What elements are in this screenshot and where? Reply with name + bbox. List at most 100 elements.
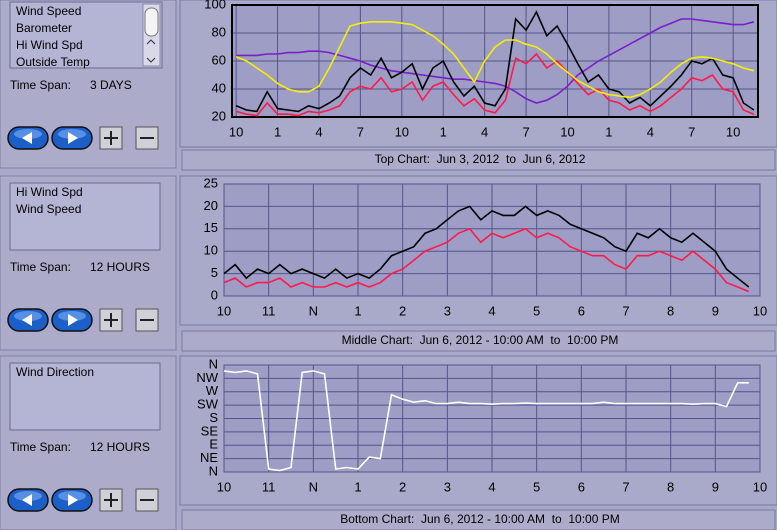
series-line bbox=[235, 10, 755, 113]
x-tick-label: 10 bbox=[726, 124, 740, 139]
list-box[interactable] bbox=[9, 182, 161, 251]
list-item[interactable]: Wind Direction bbox=[16, 365, 94, 379]
x-tick-label: 7 bbox=[622, 303, 629, 318]
nav-button-back[interactable] bbox=[7, 126, 49, 150]
y-tick-label: 0 bbox=[211, 287, 218, 302]
chart-caption: Bottom Chart: Jun 6, 2012 - 10:00 AM to … bbox=[340, 512, 620, 526]
x-tick-label: 4 bbox=[647, 124, 654, 139]
series-line bbox=[235, 20, 755, 99]
time-span-label: Time Span: bbox=[10, 78, 71, 92]
caption-bar bbox=[181, 149, 776, 171]
x-tick-label: 9 bbox=[712, 479, 719, 494]
minus-button[interactable] bbox=[135, 308, 159, 332]
list-box[interactable] bbox=[9, 1, 163, 69]
x-tick-label: 5 bbox=[533, 303, 540, 318]
plot-frame bbox=[231, 4, 759, 118]
list-item[interactable]: Hi Wind Spd bbox=[16, 185, 83, 199]
x-tick-label: 10 bbox=[753, 303, 767, 318]
list-item[interactable]: Wind Speed bbox=[16, 202, 81, 216]
x-tick-label: 7 bbox=[688, 124, 695, 139]
y-tick-label: 20 bbox=[212, 108, 226, 123]
arrow-icon bbox=[22, 494, 32, 506]
button-shine bbox=[14, 129, 42, 139]
plus-button[interactable] bbox=[99, 308, 123, 332]
y-tick-label: 10 bbox=[204, 243, 218, 258]
x-tick-label: 7 bbox=[622, 479, 629, 494]
y-tick-label: S bbox=[209, 410, 218, 425]
x-tick-label: 11 bbox=[262, 479, 276, 494]
arrow-icon bbox=[68, 494, 78, 506]
x-tick-label: 10 bbox=[217, 303, 231, 318]
nav-button-back[interactable] bbox=[7, 488, 49, 512]
plot-frame bbox=[223, 364, 761, 473]
x-tick-label: 11 bbox=[262, 303, 276, 318]
y-tick-label: 40 bbox=[212, 80, 226, 95]
x-tick-label: 7 bbox=[357, 124, 364, 139]
button-shine bbox=[58, 129, 86, 139]
x-tick-label: 10 bbox=[395, 124, 409, 139]
minus-button[interactable] bbox=[135, 488, 159, 512]
arrow-icon bbox=[68, 314, 78, 326]
scroll-arrows bbox=[146, 39, 156, 63]
plus-button[interactable] bbox=[99, 126, 123, 150]
y-tick-label: 25 bbox=[204, 175, 218, 190]
x-tick-label: 1 bbox=[274, 124, 281, 139]
x-tick-label: 10 bbox=[753, 479, 767, 494]
y-tick-label: N bbox=[209, 463, 218, 478]
nav-button-forward[interactable] bbox=[51, 126, 93, 150]
list-item[interactable]: Wind Speed bbox=[16, 4, 81, 18]
scroll-thumb[interactable] bbox=[144, 7, 159, 37]
list-item[interactable]: Outside Temp bbox=[16, 55, 90, 69]
nav-button-forward[interactable] bbox=[51, 308, 93, 332]
button-shine bbox=[14, 491, 42, 501]
arrow-icon bbox=[22, 132, 32, 144]
series-line bbox=[236, 18, 755, 104]
x-tick-label: N bbox=[309, 303, 318, 318]
x-tick-label: 9 bbox=[712, 303, 719, 318]
y-tick-label: SW bbox=[197, 397, 219, 412]
y-tick-label: 80 bbox=[212, 24, 226, 39]
x-tick-label: 7 bbox=[522, 124, 529, 139]
x-tick-label: 10 bbox=[560, 124, 574, 139]
y-tick-label: NW bbox=[196, 370, 218, 385]
y-tick-label: N bbox=[209, 356, 218, 371]
y-tick-label: 5 bbox=[211, 265, 218, 280]
time-span-label: Time Span: bbox=[10, 440, 71, 454]
x-tick-label: 10 bbox=[217, 479, 231, 494]
x-tick-label: 1 bbox=[354, 303, 361, 318]
arrow-icon bbox=[68, 132, 78, 144]
x-tick-label: 5 bbox=[533, 479, 540, 494]
y-tick-label: NE bbox=[200, 450, 218, 465]
list-box[interactable] bbox=[9, 362, 161, 431]
x-tick-label: 1 bbox=[354, 479, 361, 494]
plus-button[interactable] bbox=[99, 488, 123, 512]
y-tick-label: SE bbox=[201, 423, 219, 438]
series-line bbox=[223, 227, 750, 293]
list-item[interactable]: Hi Wind Spd bbox=[16, 38, 83, 52]
nav-button-forward[interactable] bbox=[51, 488, 93, 512]
series-line bbox=[235, 52, 755, 117]
minus-button[interactable] bbox=[135, 126, 159, 150]
button-shine bbox=[58, 311, 86, 321]
chart-caption: Top Chart: Jun 3, 2012 to Jun 6, 2012 bbox=[375, 152, 586, 166]
x-tick-label: 1 bbox=[440, 124, 447, 139]
list-item[interactable]: Barometer bbox=[16, 21, 72, 35]
y-tick-label: E bbox=[209, 437, 218, 452]
x-tick-label: 4 bbox=[315, 124, 322, 139]
plot-frame bbox=[223, 183, 761, 297]
nav-button-back[interactable] bbox=[7, 308, 49, 332]
x-tick-label: 4 bbox=[488, 479, 495, 494]
chart-caption: Middle Chart: Jun 6, 2012 - 10:00 AM to … bbox=[342, 333, 619, 347]
arrow-icon bbox=[22, 314, 32, 326]
button-shine bbox=[58, 491, 86, 501]
time-span-label: Time Span: bbox=[10, 260, 71, 274]
time-span-value: 12 HOURS bbox=[90, 260, 150, 274]
y-tick-label: 20 bbox=[204, 198, 218, 213]
x-tick-label: 6 bbox=[578, 479, 585, 494]
x-tick-label: N bbox=[309, 479, 318, 494]
x-tick-label: 10 bbox=[229, 124, 243, 139]
y-tick-label: W bbox=[206, 383, 219, 398]
x-tick-label: 3 bbox=[444, 479, 451, 494]
